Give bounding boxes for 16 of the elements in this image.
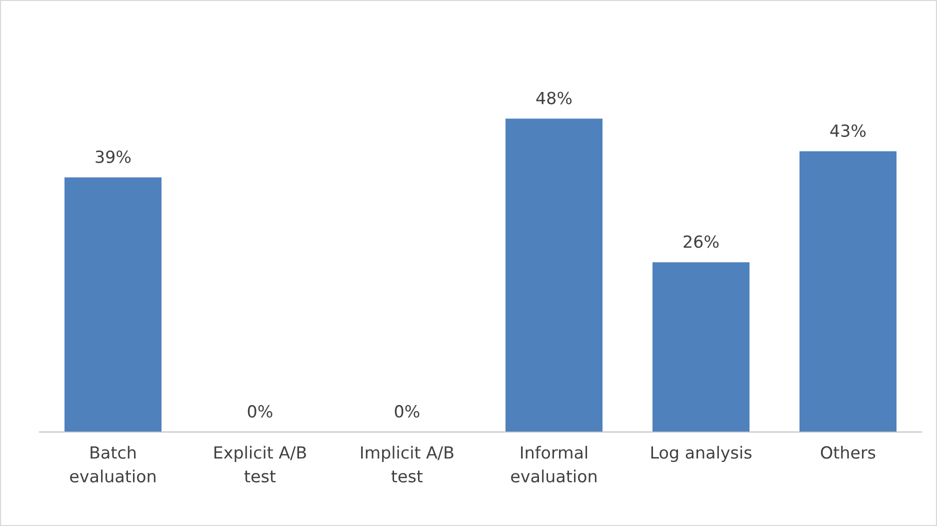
x-tick-label: Informal evaluation <box>511 446 596 483</box>
data-label: 39% <box>96 150 131 164</box>
bar <box>652 262 750 432</box>
x-tick-label: Implicit A/B test <box>361 446 454 483</box>
data-label: 0% <box>394 405 420 418</box>
x-tick-label: Explicit A/B test <box>214 446 306 483</box>
x-tick-label: Batch evaluation <box>70 446 156 483</box>
bar <box>799 151 897 432</box>
bar <box>505 118 603 432</box>
data-label: 0% <box>248 405 272 418</box>
x-tick-label: Log analysis <box>651 446 752 462</box>
data-label: 48% <box>536 92 572 104</box>
data-label: 43% <box>830 124 866 137</box>
bar <box>64 177 162 432</box>
data-label: 26% <box>684 235 719 248</box>
x-tick-label: Others <box>820 446 876 459</box>
